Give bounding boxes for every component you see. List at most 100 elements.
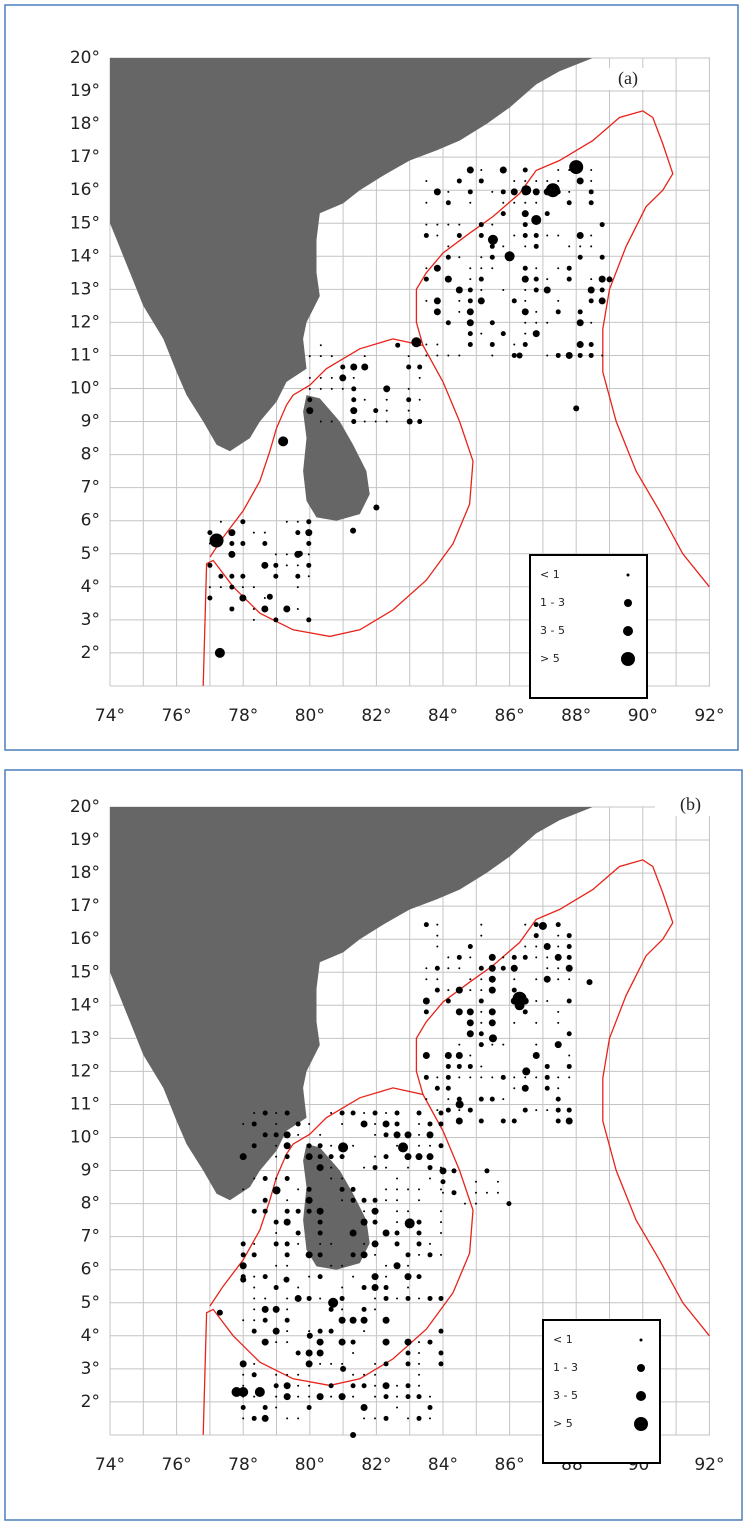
catch-dot: [546, 967, 549, 970]
catch-dot: [306, 519, 312, 525]
catch-dot: [316, 1393, 324, 1401]
y-tick-label: 6°: [81, 1260, 100, 1280]
catch-dot: [426, 1131, 434, 1139]
y-tick-label: 19°: [70, 81, 100, 101]
catch-dot: [273, 562, 279, 568]
catch-dot: [469, 956, 472, 959]
catch-dot: [297, 1373, 300, 1376]
catch-dot: [253, 1362, 256, 1365]
catch-dot: [382, 1316, 390, 1324]
catch-dot: [513, 234, 516, 237]
catch-dot: [284, 1175, 290, 1181]
catch-dot: [427, 1252, 433, 1258]
catch-dot: [546, 278, 549, 281]
x-tick-label: 84°: [428, 1455, 458, 1475]
catch-dot: [524, 289, 527, 292]
catch-dot: [339, 374, 347, 382]
catch-dot: [339, 1154, 345, 1160]
y-tick-label: 5°: [81, 1293, 100, 1313]
catch-dot: [209, 533, 224, 548]
catch-dot: [447, 956, 450, 959]
catch-dot: [557, 179, 560, 182]
catch-dot: [406, 418, 413, 425]
catch-dot: [458, 1076, 461, 1079]
catch-dot: [577, 352, 583, 358]
catch-dot: [488, 964, 496, 972]
catch-dot: [393, 1131, 401, 1139]
catch-dot: [407, 409, 410, 412]
catch-dot: [566, 1107, 572, 1113]
catch-dot: [442, 1191, 444, 1194]
legend-dot: [637, 1364, 645, 1372]
catch-dot: [502, 1043, 505, 1046]
catch-dot: [263, 597, 266, 600]
catch-dot: [207, 562, 213, 568]
catch-dot: [522, 167, 528, 173]
catch-dot: [361, 363, 369, 371]
catch-dot: [350, 1383, 356, 1389]
catch-dot: [445, 320, 451, 326]
catch-dot: [513, 978, 516, 981]
catch-dot: [411, 337, 422, 348]
catch-dot: [533, 276, 539, 282]
y-tick-label: 19°: [70, 830, 100, 850]
catch-dot: [308, 1330, 311, 1333]
catch-dot: [363, 1373, 366, 1376]
catch-dot: [251, 1372, 257, 1378]
catch-dot: [383, 1285, 389, 1291]
catch-dot: [240, 1241, 246, 1247]
catch-dot: [395, 342, 401, 348]
y-tick-label: 9°: [81, 412, 100, 432]
catch-dot: [458, 310, 461, 313]
catch-dot: [319, 1297, 322, 1300]
catch-dot: [599, 254, 605, 260]
catch-dot: [273, 1285, 279, 1291]
y-tick-label: 11°: [70, 345, 100, 365]
catch-dot: [433, 308, 441, 316]
catch-dot: [341, 1286, 344, 1289]
catch-dot: [374, 1297, 377, 1300]
catch-dot: [477, 297, 485, 305]
catch-dot: [286, 1264, 289, 1267]
catch-dot: [438, 1350, 444, 1356]
catch-dot: [521, 308, 529, 316]
catch-dot: [253, 1275, 256, 1278]
catch-dot: [272, 1305, 280, 1313]
catch-dot: [274, 553, 277, 556]
catch-dot: [404, 1273, 412, 1281]
catch-dot: [425, 299, 428, 302]
catch-dot: [590, 278, 593, 281]
catch-dot: [339, 1110, 345, 1116]
catch-dot: [606, 276, 613, 283]
catch-dot: [535, 1043, 538, 1046]
catch-dot: [546, 1109, 549, 1112]
catch-dot: [543, 942, 551, 950]
catch-dot: [434, 1085, 440, 1091]
catch-dot: [491, 267, 494, 270]
catch-dot: [360, 1404, 368, 1412]
catch-dot: [396, 1221, 399, 1224]
catch-dot: [218, 573, 224, 579]
catch-dot: [297, 1384, 300, 1387]
catch-dot: [252, 607, 255, 610]
catch-dot: [425, 179, 428, 182]
catch-dot: [576, 231, 584, 239]
catch-dot: [228, 529, 236, 537]
catch-dot: [286, 1373, 289, 1376]
catch-dot: [466, 1008, 474, 1016]
catch-dot: [588, 200, 594, 206]
catch-dot: [295, 1230, 301, 1236]
catch-dot: [524, 245, 527, 248]
catch-dot: [253, 1286, 256, 1289]
catch-dot: [407, 1188, 410, 1191]
catch-dot: [305, 1360, 313, 1368]
catch-dot: [351, 397, 357, 403]
catch-dot: [436, 934, 439, 937]
catch-dot: [440, 1232, 443, 1235]
catch-dot: [317, 1274, 323, 1280]
catch-dot: [438, 1328, 444, 1334]
catch-dot: [436, 945, 439, 948]
catch-dot: [307, 397, 313, 403]
catch-dot: [500, 189, 506, 195]
catch-dot: [480, 1021, 483, 1024]
